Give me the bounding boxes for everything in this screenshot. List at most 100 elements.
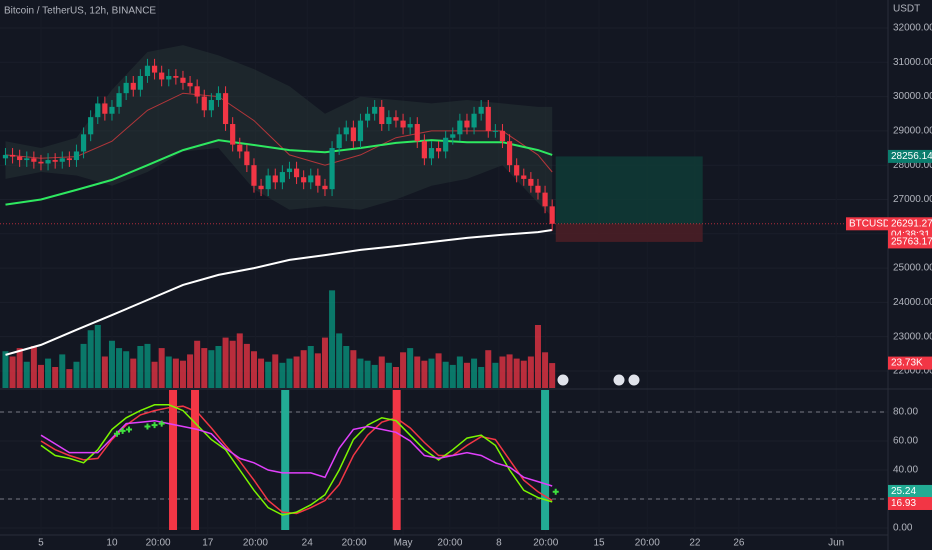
x-tick-label: 20:00 [635, 538, 660, 549]
event-icon[interactable] [612, 373, 626, 387]
volume-bar [499, 356, 506, 388]
candle-body [166, 76, 172, 80]
signal-bar [541, 390, 550, 530]
position-stop [555, 223, 703, 242]
oscillator-line [40, 405, 553, 515]
candle-body [258, 185, 264, 190]
volume-bar [329, 290, 336, 388]
candle-body [116, 93, 122, 107]
volume-bar [151, 361, 158, 388]
candle-body [88, 117, 94, 135]
x-tick-label: 10 [106, 538, 118, 549]
volume-bar [421, 360, 428, 388]
volume-bar [428, 358, 435, 388]
candle-body [151, 65, 158, 73]
candle-body [109, 106, 115, 114]
symbol-tag: BTCUSDT [849, 218, 896, 229]
y-tick-label: 80.00 [893, 407, 918, 418]
volume-bar [371, 364, 378, 388]
candle-body [428, 148, 435, 159]
volume-bar [165, 356, 172, 388]
candle-body [343, 127, 349, 135]
x-tick-label: 8 [496, 538, 502, 549]
x-tick-label: 20:00 [243, 538, 268, 549]
stop-tag-bg [888, 235, 932, 249]
entry-tag: 26291.27 [891, 218, 932, 229]
candle-body [414, 124, 420, 142]
oscillator-tag: 25.24 [891, 486, 916, 497]
candle-body [222, 93, 229, 125]
oscillator-line [40, 419, 553, 487]
volume-bar [414, 356, 421, 388]
volume-bar [80, 343, 87, 388]
candle-body [201, 96, 207, 111]
plot-layer [0, 45, 888, 530]
volume-bar [542, 352, 549, 388]
volume-bar [364, 360, 371, 388]
y-tick-label: 24000.00 [893, 297, 932, 308]
candle-body [464, 120, 470, 128]
symbol-title: Bitcoin / TetherUS, 12h, BINANCE [4, 6, 156, 17]
candle-body [159, 72, 165, 80]
volume-bar [265, 361, 272, 388]
x-tick-label: 5 [38, 538, 44, 549]
volume-bar [215, 346, 222, 388]
y-tick-label: 25000.00 [893, 263, 932, 274]
candle-body [265, 175, 271, 190]
event-icon[interactable] [556, 373, 570, 387]
x-tick-label: 20:00 [342, 538, 367, 549]
candle-body [471, 113, 477, 128]
volume-bar [201, 348, 208, 388]
entry-tag-bg [888, 217, 932, 231]
volume-bar [449, 364, 456, 388]
candle-body [322, 185, 328, 190]
countdown-tag: 04:38:31 [891, 229, 930, 240]
candle-body [386, 117, 392, 125]
volume-bar [392, 367, 399, 388]
volume-bar [307, 346, 314, 388]
volume-bar [513, 358, 520, 388]
volume-bar [243, 343, 250, 388]
volume-bar [94, 325, 101, 388]
volume-bar [9, 356, 16, 388]
position-target [555, 156, 703, 224]
event-icons[interactable] [556, 373, 641, 387]
candle-body [52, 160, 58, 162]
candle-body [421, 141, 427, 159]
volume-bar [385, 362, 392, 388]
volume-bar [208, 350, 215, 388]
volume-bar [30, 346, 37, 388]
volume-bar [52, 367, 59, 388]
candle-body [95, 103, 101, 118]
y-tick-label: 27000.00 [893, 194, 932, 205]
volume-bar [314, 353, 321, 388]
volume-bar [144, 343, 151, 388]
signal-bar [191, 390, 200, 530]
volume-bar [321, 337, 328, 388]
candle-body [38, 161, 44, 164]
volume-bar [187, 354, 194, 388]
x-tick-label: Jun [828, 538, 844, 549]
volume-bar [123, 351, 130, 388]
volume-bar [272, 354, 279, 388]
candle-body [230, 124, 236, 145]
oscillator-tag: 16.93 [891, 498, 916, 509]
candle-body [301, 177, 307, 183]
candle-body [379, 106, 385, 125]
candle-body [357, 120, 364, 142]
signal-bar [281, 390, 290, 530]
event-icon[interactable] [627, 373, 641, 387]
volume-bar [236, 333, 243, 388]
volume-bar [400, 352, 407, 388]
candle-body [173, 76, 179, 78]
x-tick-label: 17 [202, 538, 214, 549]
volume-bar [456, 356, 463, 388]
candle-body [251, 165, 257, 186]
y-tick-label: 40.00 [893, 465, 918, 476]
y-tick-label: 60.00 [893, 436, 918, 447]
x-tick-label: 24 [302, 538, 314, 549]
cross-marker [552, 488, 559, 495]
volume-bar [378, 356, 385, 388]
volume-bar [485, 350, 492, 388]
